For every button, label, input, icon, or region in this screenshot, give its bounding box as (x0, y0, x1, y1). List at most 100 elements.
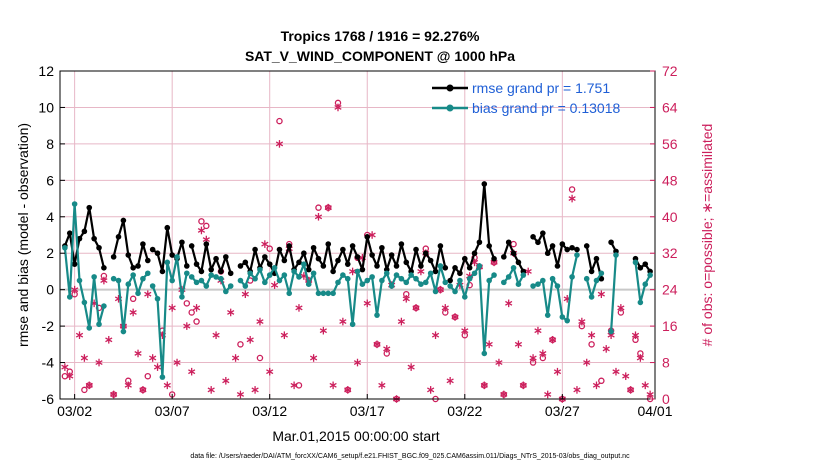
bias-point-4-16 (315, 290, 322, 297)
x-tick-label-5: 03/27 (545, 403, 580, 419)
obs-assimilated-point-82 (461, 326, 469, 335)
bias-point-4-9 (281, 272, 288, 278)
obs-assimilated-point-33 (222, 376, 230, 385)
bias-point-4-0 (237, 277, 244, 284)
obs-assimilated-point-5 (85, 381, 93, 390)
rmse-point-0-8 (101, 265, 107, 271)
bias-point-10-2 (642, 281, 649, 288)
obs-assimilated-point-111 (602, 345, 610, 353)
rmse-point-5-3 (461, 255, 468, 262)
bias-point-1-7 (144, 270, 151, 277)
bias-point-2-7 (184, 270, 190, 277)
obs-assimilated-point-106 (578, 317, 586, 326)
obs-assimilated-point-53 (319, 326, 327, 335)
rmse-point-1-5 (135, 263, 141, 269)
rmse-point-4-38 (422, 250, 429, 257)
rmse-point-1-2 (120, 217, 127, 224)
obs-possible-point-17 (193, 318, 200, 325)
rmse-point-4-8 (276, 246, 283, 253)
bias-point-0-2 (71, 201, 78, 207)
obs-assimilated-point-99 (544, 390, 552, 399)
obs-assimilated-point-7 (95, 358, 103, 367)
obs-assimilated-point-52 (314, 212, 323, 221)
rmse-point-4-18 (325, 241, 332, 247)
bias-point-4-4 (257, 266, 263, 273)
obs-assimilated-point-87 (485, 340, 493, 349)
bias-point-7-4 (549, 275, 556, 282)
rmse-point-4-17 (320, 263, 327, 269)
rmse-point-1-7 (144, 257, 151, 264)
obs-assimilated-point-18 (149, 354, 157, 362)
obs-assimilated-point-104 (568, 194, 576, 203)
bias-point-4-19 (330, 290, 336, 297)
y-tick-label-4: 2 (46, 245, 54, 261)
bias-point-4-30 (383, 270, 390, 277)
obs-assimilated-point-23 (173, 358, 181, 367)
legend-rmse-marker (446, 84, 454, 92)
obs-assimilated-point-72 (412, 304, 420, 312)
bias-point-8-3 (598, 270, 605, 277)
rmse-point-6-2 (510, 250, 517, 257)
obs-assimilated-point-25 (183, 322, 191, 330)
rmse-point-2-2 (159, 268, 166, 275)
rmse-point-4-26 (364, 234, 371, 240)
bias-point-7-0 (530, 283, 536, 289)
obs-assimilated-point-76 (431, 331, 440, 340)
bias-point-7-5 (554, 283, 561, 289)
rmse-point-1-1 (115, 234, 122, 240)
obs-assimilated-point-108 (587, 331, 596, 340)
gridlines (60, 71, 655, 399)
bias-point-4-21 (340, 272, 346, 278)
rmse-point-3-1 (193, 261, 200, 267)
obs-assimilated-point-58 (344, 386, 352, 394)
y-right-tick-label-9: 72 (662, 63, 678, 79)
obs-assimilated-point-30 (207, 386, 215, 394)
bias-point-6-3 (515, 281, 522, 288)
obs-assimilated-point-60 (353, 358, 362, 367)
x-tick-label-0: 03/02 (57, 403, 92, 419)
obs-possible-point-23 (256, 354, 264, 362)
obs-assimilated-point-96 (529, 354, 537, 362)
y-tick-label-8: 10 (38, 99, 54, 115)
bias-point-4-35 (408, 272, 414, 278)
bias-point-1-0 (110, 275, 117, 282)
bias-point-4-33 (398, 275, 405, 282)
bias-point-7-7 (564, 317, 571, 324)
obs-assimilated-point-31 (212, 331, 220, 340)
rmse-point-8-2 (593, 255, 600, 262)
rmse-point-4-31 (388, 252, 395, 258)
obs-assimilated-point-97 (534, 326, 542, 335)
rmse-point-4-10 (286, 243, 293, 249)
obs-assimilated-point-110 (597, 290, 605, 299)
rmse-point-4-19 (330, 268, 336, 275)
rmse-point-5-2 (457, 270, 463, 277)
obs-assimilated-point-113 (612, 367, 620, 376)
rmse-point-4-0 (237, 263, 244, 269)
obs-assimilated-point-116 (626, 386, 635, 394)
obs-possible-point-29 (315, 204, 322, 211)
obs-possible-point-19 (203, 222, 210, 230)
obs-assimilated-point-27 (192, 304, 201, 312)
data-file-footnote: data file: /Users/raeder/DAI/ATM_forcXX/… (190, 453, 630, 460)
obs-assimilated-point-117 (631, 331, 640, 340)
x-tick-label-6: 04/01 (637, 403, 672, 419)
bias-point-4-17 (320, 290, 327, 297)
obs-possible-point-27 (295, 382, 303, 389)
obs-assimilated-point-10 (110, 390, 118, 399)
obs-assimilated-point-35 (231, 354, 240, 362)
obs-assimilated-point-79 (446, 376, 454, 385)
obs-assimilated-point-65 (378, 381, 386, 390)
rmse-point-0-2 (71, 261, 78, 267)
rmse-point-7-6 (559, 241, 566, 247)
obs-assimilated-point-115 (622, 372, 630, 381)
bias-point-4-13 (301, 261, 307, 267)
bias-point-7-1 (535, 281, 541, 288)
obs-assimilated-point-13 (124, 381, 132, 390)
obs-possible-point-52 (510, 240, 517, 248)
chart-subtitle: SAT_V_WIND_COMPONENT @ 1000 hPa (245, 48, 515, 64)
rmse-line-segment-2 (152, 226, 188, 273)
rmse-point-3-7 (223, 254, 229, 260)
bias-point-4-12 (296, 274, 302, 280)
bias-point-2-4 (169, 277, 175, 284)
